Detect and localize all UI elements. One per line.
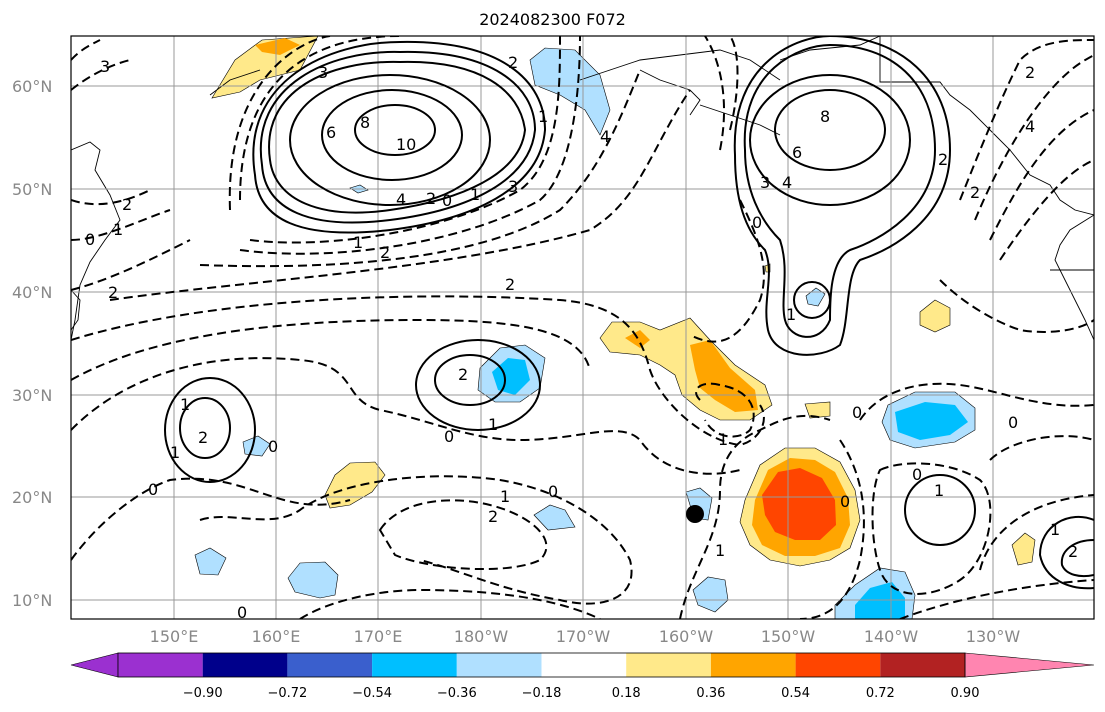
contour-label: 1 [353,233,363,252]
contour-label: 2 [488,507,498,526]
lon-label: 140°W [864,627,919,646]
contour-label: 2 [508,53,518,72]
contour-label: 6 [326,123,336,142]
colorbar-segment [457,653,542,677]
contour-label: 6 [792,143,802,162]
contour-label: 2 [122,195,132,214]
colorbar-tick: 0.36 [696,686,725,701]
colorbar-extend-low [71,653,118,677]
colorbar-tick: 0.90 [951,686,980,701]
colorbar-extend-high [965,653,1094,677]
contour-label: 3 [760,173,770,192]
colorbar-tick: −0.72 [267,686,307,701]
contour-label: 1 [500,487,510,506]
lat-label: 20°N [12,488,52,507]
colorbar-segment [118,653,203,677]
lon-label: 150°W [761,627,816,646]
colorbar-tick: −0.36 [437,686,477,701]
contour-label: 1 [488,415,498,434]
lon-label: 170°W [556,627,611,646]
contour-label: 0 [752,213,762,232]
lon-label: 160°E [252,627,301,646]
lat-label: 10°N [12,591,52,610]
colorbar-segment [372,653,457,677]
lon-label: 130°W [966,627,1021,646]
contour-label: 8 [360,113,370,132]
contour-label: 3 [100,57,110,76]
contour-label: 2 [505,275,515,294]
contour-label: 2 [426,189,436,208]
colorbar-segment [287,653,372,677]
colorbar-segment [796,653,881,677]
contour-label: 2 [380,243,390,262]
contour-label: 3 [318,63,328,82]
contour-label: 0 [852,403,862,422]
colorbar-tick: 0.72 [866,686,895,701]
contour-label: 1 [934,481,944,500]
lon-label: 180°W [454,627,509,646]
contour-label: 0 [268,437,278,456]
colorbar-tick: 0.18 [612,686,641,701]
contour-label: 0 [1008,413,1018,432]
contour-label: 1 [113,220,123,239]
contour-label: 1 [715,541,725,560]
contour-label: 1 [718,430,728,449]
contour-label: 2 [458,365,468,384]
contour-label: 4 [396,190,406,209]
latitude-labels: 60°N 50°N 40°N 30°N 20°N 10°N [12,77,52,610]
lon-label: 160°W [659,627,714,646]
colorbar-tick: 0.54 [781,686,810,701]
contour-label: 0 [444,427,454,446]
contour-label: 2 [1068,542,1078,561]
colorbar-tick: −0.18 [522,686,562,701]
contour-label: 3 [508,177,518,196]
contour-label: 2 [108,283,118,302]
contour-label: 0 [912,465,922,484]
lon-label: 170°E [354,627,403,646]
longitude-labels: 150°E 160°E 170°E 180°W 170°W 160°W 150°… [150,627,1021,646]
contour-label: 1 [180,395,190,414]
colorbar-tick: −0.54 [352,686,392,701]
contour-label: 10 [396,135,416,154]
location-marker [686,505,704,523]
map-figure: 3 3 6 8 10 4 2 0 1 3 4 2 1 2 1 2 2 8 6 4… [0,0,1105,712]
contour-label: 2 [938,150,948,169]
contour-label: 0 [840,492,850,511]
contour-label: 0 [148,480,158,499]
colorbar-segment [626,653,711,677]
contour-label: 1 [1050,520,1060,539]
contour-label: 4 [1025,117,1035,136]
lat-label: 30°N [12,386,52,405]
contour-label: 1 [538,107,548,126]
lat-label: 40°N [12,283,52,302]
contour-label: 2 [970,183,980,202]
colorbar-segment [711,653,796,677]
contour-label: 1 [170,443,180,462]
contour-label: 2 [198,428,208,447]
colorbar-segment [203,653,288,677]
colorbar [71,653,1094,677]
contour-label: 4 [600,127,610,146]
contour-label: 4 [782,173,792,192]
contour-label: 1 [470,185,480,204]
lat-label: 50°N [12,180,52,199]
contour-label: 0 [442,191,452,210]
colorbar-segment [880,653,965,677]
contour-label: 1 [786,305,796,324]
colorbar-tick: −0.90 [183,686,223,701]
contour-label: 0 [85,230,95,249]
contour-label: 0 [548,482,558,501]
colorbar-segment [542,653,627,677]
lon-label: 150°E [150,627,199,646]
contour-label: 8 [820,107,830,126]
colorbar-ticks: −0.90 −0.72 −0.54 −0.36 −0.18 0.18 0.36 … [183,686,980,701]
lat-label: 60°N [12,77,52,96]
contour-label: 2 [1025,63,1035,82]
